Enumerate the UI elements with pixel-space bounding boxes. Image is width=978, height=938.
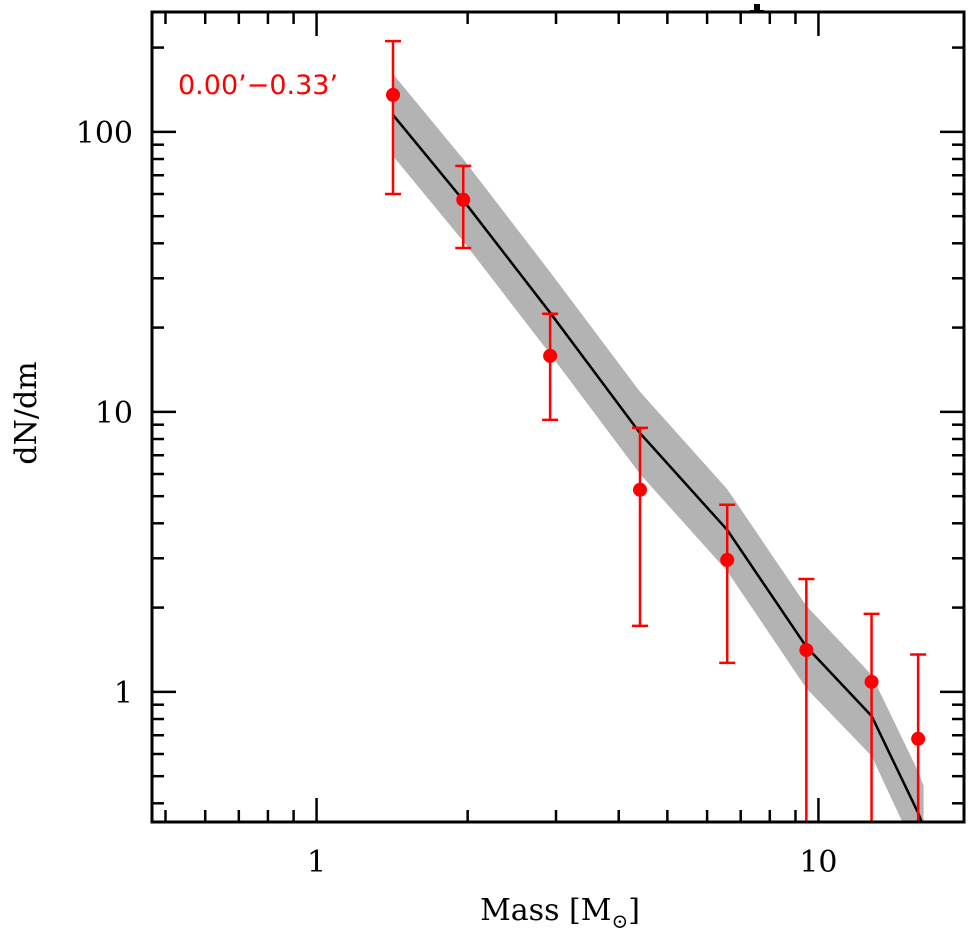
x-tick-label: 10 [799,845,837,880]
data-points [385,87,926,746]
data-point [864,674,879,689]
data-point [720,552,735,567]
data-point [385,87,400,102]
model-uncertainty-band [393,74,924,822]
plot-frame [150,10,966,824]
data-point [456,192,471,207]
x-tick-label: 1 [307,845,326,880]
x-axis-label-close: ] [628,893,640,928]
annotation-label: 0.00’−0.33’ [178,70,338,101]
data-point [632,482,647,497]
clipped-title-mark [750,4,764,13]
uncertainty-band [393,74,924,822]
x-axis-label: Mass [M⊙] [480,893,640,933]
y-axis-label: dN/dm [9,361,44,464]
y-tick-label: 1 [114,676,133,711]
x-tick-labels: 1 10 [307,845,838,880]
data-point [543,348,558,363]
solar-symbol: ⊙ [611,909,628,933]
data-point [799,643,814,658]
x-axis-label-main: Mass [M [480,893,611,928]
y-tick-labels: 1 10 100 [76,116,133,711]
axis-ticks [152,12,964,822]
error-bars [384,39,927,822]
data-point [911,731,926,746]
y-tick-label: 100 [76,116,133,151]
y-tick-label: 10 [95,396,133,431]
